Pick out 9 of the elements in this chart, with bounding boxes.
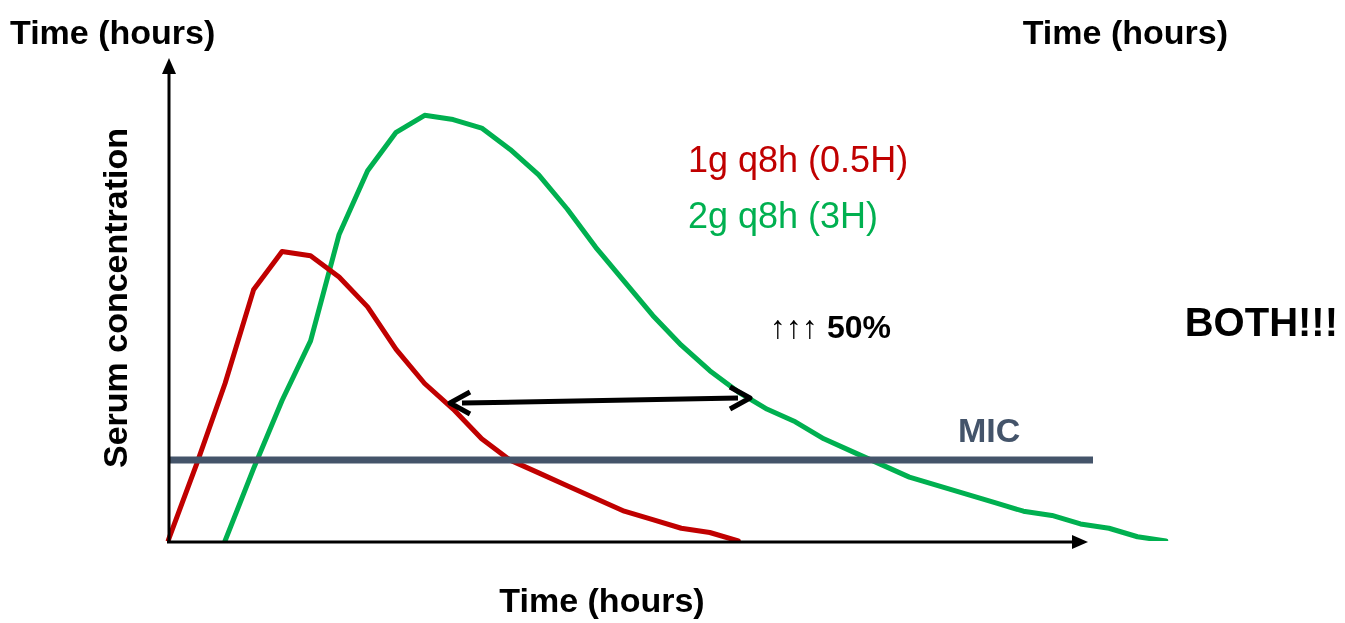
text: BOTH!!!	[1184, 300, 1338, 344]
text: Time (hours)	[1022, 13, 1228, 51]
ref-line-label: MIC	[958, 411, 1021, 450]
text: 1g q8h (0.5H)	[688, 139, 909, 180]
x-axis-title: Time (hours)	[499, 581, 705, 619]
y-axis-title: Serum concentration	[96, 127, 134, 469]
text: Time (hours)	[10, 13, 216, 51]
text: 2g q8h (3H)	[688, 195, 879, 236]
annotation: ↑↑↑ 50%	[770, 309, 891, 345]
